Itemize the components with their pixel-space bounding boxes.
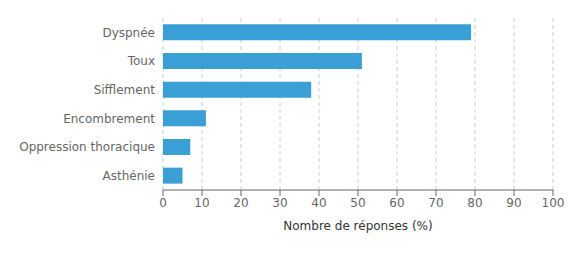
svg-text:Toux: Toux bbox=[127, 54, 155, 68]
svg-text:Oppression thoracique: Oppression thoracique bbox=[19, 140, 155, 154]
svg-text:100: 100 bbox=[542, 196, 565, 210]
svg-text:70: 70 bbox=[428, 196, 443, 210]
svg-text:20: 20 bbox=[233, 196, 248, 210]
svg-text:Dyspnée: Dyspnée bbox=[102, 26, 155, 40]
svg-text:Asthénie: Asthénie bbox=[103, 169, 155, 183]
svg-text:30: 30 bbox=[272, 196, 287, 210]
svg-text:0: 0 bbox=[159, 196, 167, 210]
svg-text:Sifflement: Sifflement bbox=[94, 83, 156, 97]
svg-text:Nombre de réponses (%): Nombre de réponses (%) bbox=[283, 219, 432, 233]
svg-text:80: 80 bbox=[467, 196, 482, 210]
svg-text:10: 10 bbox=[194, 196, 209, 210]
svg-text:40: 40 bbox=[311, 196, 326, 210]
svg-text:Encombrement: Encombrement bbox=[63, 112, 155, 126]
svg-text:60: 60 bbox=[389, 196, 404, 210]
svg-text:50: 50 bbox=[350, 196, 365, 210]
svg-text:90: 90 bbox=[506, 196, 521, 210]
